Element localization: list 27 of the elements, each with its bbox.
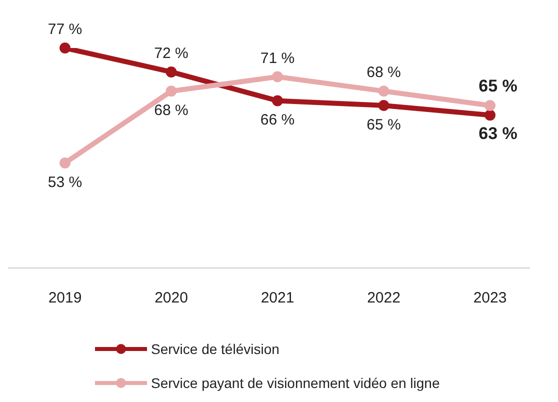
legend-label: Service payant de visionnement vidéo en ligne [151,375,440,391]
data-label: 65 % [478,76,518,96]
data-label: 68 % [154,102,188,120]
data-label: 63 % [478,124,518,144]
point [166,66,177,78]
point [484,100,496,111]
x-tick-label: 2023 [473,290,507,307]
point [166,86,177,97]
x-tick-label: 2022 [367,290,400,307]
point [378,100,390,111]
data-label: 77 % [48,21,82,38]
point [60,42,70,54]
x-tick-label: 2019 [48,290,82,307]
x-tick-label: 2021 [260,290,294,307]
data-label: 53 % [48,174,82,191]
point [272,95,283,106]
data-label: 65 % [366,116,401,134]
data-label: 68 % [366,64,401,82]
data-label: 66 % [260,112,295,129]
point [60,158,70,168]
point [272,71,283,82]
data-label: 72 % [154,44,188,62]
data-label: 71 % [260,50,295,67]
x-tick-label: 2020 [154,290,188,307]
point [484,110,496,121]
legend-label: Service de télévision [151,341,280,357]
point [378,86,390,97]
